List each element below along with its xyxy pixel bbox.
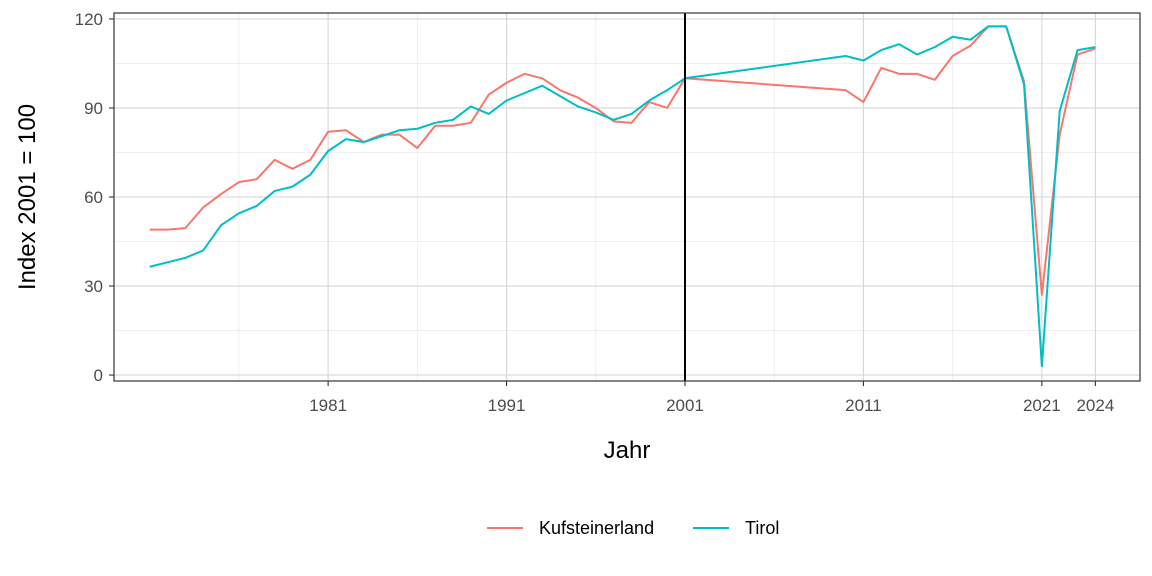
y-tick-label: 30 <box>84 277 103 296</box>
x-tick-label: 1991 <box>488 396 526 415</box>
x-tick-label: 2011 <box>845 396 882 415</box>
x-axis-ticks: 1981 1991 2001 2011 2021 2024 <box>309 381 1114 415</box>
x-tick-label: 2024 <box>1076 396 1114 415</box>
legend-label-kufsteinerland: Kufsteinerland <box>539 518 654 538</box>
legend-item-tirol: Tirol <box>693 518 779 538</box>
x-tick-label: 1981 <box>309 396 347 415</box>
y-tick-label: 120 <box>75 10 103 29</box>
series-layer <box>149 25 1096 368</box>
x-tick-label: 2021 <box>1023 396 1061 415</box>
y-axis-title: Index 2001 = 100 <box>14 104 41 290</box>
major-gridlines <box>114 13 1140 381</box>
legend: Kufsteinerland Tirol <box>487 518 779 538</box>
x-axis-title: Jahr <box>604 437 651 464</box>
legend-label-tirol: Tirol <box>745 518 779 538</box>
series-line-kufsteinerland <box>149 25 1096 296</box>
x-tick-label: 2001 <box>666 396 704 415</box>
series-line-tirol <box>149 25 1096 368</box>
y-axis-ticks: 0 30 60 90 120 <box>75 10 114 385</box>
y-tick-label: 90 <box>84 99 103 118</box>
legend-item-kufsteinerland: Kufsteinerland <box>487 518 654 538</box>
y-tick-label: 0 <box>94 366 103 385</box>
y-tick-label: 60 <box>84 188 103 207</box>
